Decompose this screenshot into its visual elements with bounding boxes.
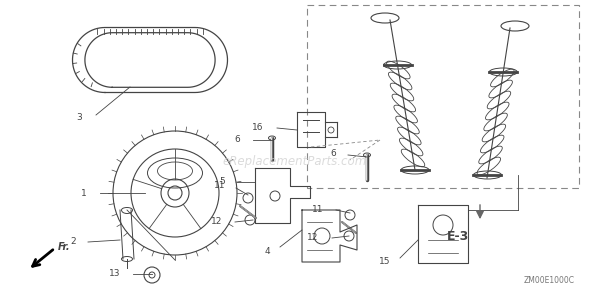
- Text: 5: 5: [219, 178, 225, 186]
- Text: 6: 6: [234, 135, 240, 145]
- Bar: [307, 5, 579, 188]
- Text: 6: 6: [330, 150, 336, 158]
- Text: 2: 2: [70, 237, 76, 247]
- Text: 1: 1: [81, 189, 87, 197]
- Text: 11: 11: [312, 206, 323, 214]
- Text: eReplacementParts.com: eReplacementParts.com: [223, 155, 367, 168]
- Text: 12: 12: [211, 217, 222, 227]
- Text: 16: 16: [251, 124, 263, 132]
- Text: 15: 15: [379, 258, 390, 266]
- Text: 3: 3: [76, 114, 82, 122]
- Text: Fr.: Fr.: [58, 242, 71, 252]
- Text: E-3: E-3: [447, 230, 469, 243]
- Text: 12: 12: [307, 234, 318, 242]
- Text: 4: 4: [264, 248, 270, 256]
- Text: 11: 11: [214, 181, 225, 189]
- Text: 13: 13: [109, 270, 120, 278]
- Text: ZM00E1000C: ZM00E1000C: [524, 276, 575, 285]
